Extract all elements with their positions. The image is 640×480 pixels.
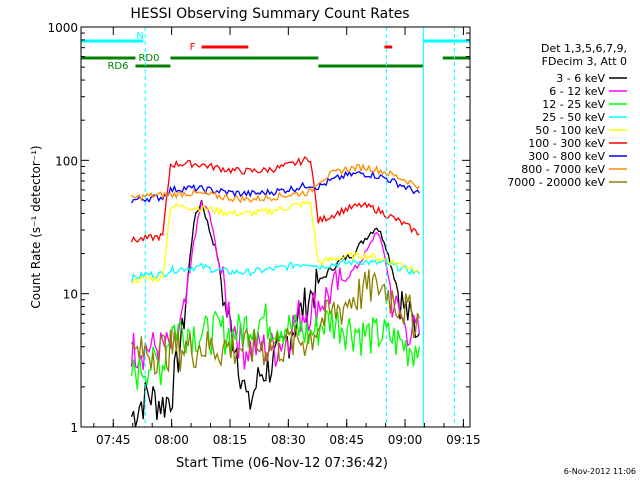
flag-bars-layer: N RD0 RD6 F [81,31,470,72]
flag-label-rd6: RD6 [107,61,128,72]
flag-label-rd0: RD0 [138,53,159,64]
series-line-800-7000-kev [131,163,420,204]
legend-header-2: FDecim 3, Att 0 [542,55,627,68]
series-line-7000-20000-kev [130,269,421,375]
series-line-50-100-kev [131,200,420,285]
y-tick-label-10: 10 [63,288,78,302]
x-tick-label-08-30: 08:30 [271,433,306,447]
x-ticks: 07:45 08:00 08:15 08:30 08:45 09:00 09:15 [93,27,481,447]
legend: Det 1,3,5,6,7,9, FDecim 3, Att 0 3 - 6 k… [507,42,627,189]
legend-label-50-100-kev: 50 - 100 keV [535,124,605,137]
series-line-300-800-kev [131,170,420,204]
time-markers-layer [144,27,455,427]
series-line-100-300-kev [130,156,420,243]
x-tick-label-08-15: 08:15 [213,433,248,447]
y-ticks: 1 10 100 1000 [47,21,470,435]
legend-label-100-300-kev: 100 - 300 keV [528,137,605,150]
legend-label-300-800-kev: 300 - 800 keV [528,150,605,163]
y-axis-label: Count Rate (s⁻¹ detector⁻¹) [29,145,43,308]
x-tick-label-08-45: 08:45 [329,433,364,447]
x-tick-label-07-45: 07:45 [96,433,131,447]
plot-frame [80,26,471,428]
flag-label-f: F [190,42,196,53]
x-axis-label: Start Time (06-Nov-12 07:36:42) [176,456,388,471]
legend-header-1: Det 1,3,5,6,7,9, [541,42,627,55]
y-tick-label-100: 100 [55,154,78,168]
x-tick-label-08-00: 08:00 [154,433,189,447]
footer-date: 6-Nov-2012 11:06 [564,467,636,476]
y-tick-label-1: 1 [70,421,78,435]
legend-label-6-12-kev: 6 - 12 keV [549,85,605,98]
series-line-25-50-kev [130,257,420,283]
legend-label-25-50-kev: 25 - 50 keV [542,111,605,124]
legend-label-3-6-kev: 3 - 6 keV [556,72,605,85]
x-tick-label-09-00: 09:00 [388,433,423,447]
legend-label-800-7000-kev: 800 - 7000 keV [521,163,605,176]
legend-label-12-25-kev: 12 - 25 keV [542,98,605,111]
series-line-12-25-kev [130,303,421,390]
x-tick-label-09-15: 09:15 [446,433,481,447]
flag-label-n: N [136,31,143,42]
chart-title: HESSI Observing Summary Count Rates [130,6,409,22]
legend-label-7000-20000-kev: 7000 - 20000 keV [507,176,605,189]
series-layer [130,156,421,428]
y-tick-label-1000: 1000 [47,21,78,35]
